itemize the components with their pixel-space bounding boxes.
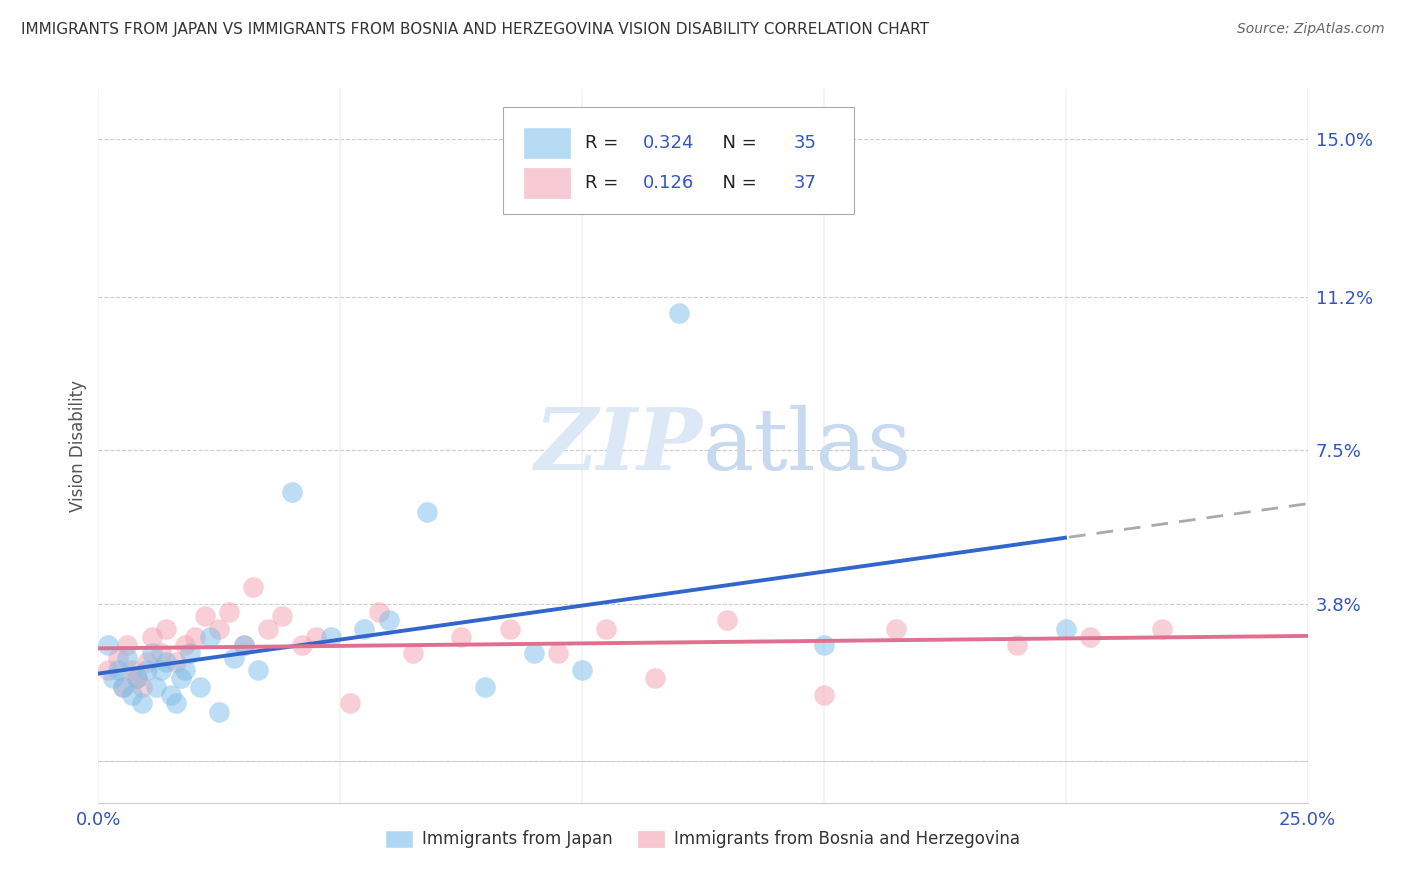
FancyBboxPatch shape — [524, 168, 569, 197]
Point — [271, 609, 294, 624]
Point — [1054, 622, 1077, 636]
Point — [121, 688, 143, 702]
Point — [97, 638, 120, 652]
Point — [188, 680, 211, 694]
Point — [222, 650, 245, 665]
Point — [353, 622, 375, 636]
Point — [165, 696, 187, 710]
Point — [179, 647, 201, 661]
Point — [135, 655, 157, 669]
Point — [174, 638, 197, 652]
Point — [208, 622, 231, 636]
Point — [121, 663, 143, 677]
Point — [184, 630, 207, 644]
Point — [165, 655, 187, 669]
Point — [256, 622, 278, 636]
Point — [339, 696, 361, 710]
Text: N =: N = — [711, 174, 763, 192]
Point — [101, 671, 124, 685]
Point — [290, 638, 312, 652]
Point — [107, 663, 129, 677]
Point — [281, 484, 304, 499]
Text: 37: 37 — [793, 174, 817, 192]
Y-axis label: Vision Disability: Vision Disability — [69, 380, 87, 512]
Point — [368, 605, 391, 619]
Point — [813, 688, 835, 702]
Point — [150, 663, 173, 677]
Point — [111, 680, 134, 694]
Point — [169, 671, 191, 685]
Point — [208, 705, 231, 719]
Point — [145, 680, 167, 694]
Point — [1007, 638, 1029, 652]
Point — [474, 680, 496, 694]
Text: IMMIGRANTS FROM JAPAN VS IMMIGRANTS FROM BOSNIA AND HERZEGOVINA VISION DISABILIT: IMMIGRANTS FROM JAPAN VS IMMIGRANTS FROM… — [21, 22, 929, 37]
Point — [571, 663, 593, 677]
Point — [1152, 622, 1174, 636]
Point — [141, 630, 163, 644]
Point — [131, 680, 153, 694]
Point — [813, 638, 835, 652]
Point — [141, 647, 163, 661]
Point — [450, 630, 472, 644]
Point — [242, 580, 264, 594]
Point — [117, 638, 139, 652]
Point — [523, 647, 546, 661]
Point — [1078, 630, 1101, 644]
Text: 35: 35 — [793, 134, 817, 152]
Text: 0.324: 0.324 — [643, 134, 695, 152]
Point — [160, 688, 183, 702]
Point — [247, 663, 270, 677]
Point — [155, 622, 177, 636]
Point — [498, 622, 520, 636]
Point — [716, 613, 738, 627]
Text: Source: ZipAtlas.com: Source: ZipAtlas.com — [1237, 22, 1385, 37]
Point — [117, 650, 139, 665]
Text: R =: R = — [585, 174, 623, 192]
Text: 0.126: 0.126 — [643, 174, 693, 192]
Point — [218, 605, 240, 619]
Point — [127, 671, 149, 685]
Point — [402, 647, 425, 661]
Point — [131, 696, 153, 710]
Point — [97, 663, 120, 677]
Point — [194, 609, 217, 624]
FancyBboxPatch shape — [503, 107, 855, 214]
Legend: Immigrants from Japan, Immigrants from Bosnia and Herzegovina: Immigrants from Japan, Immigrants from B… — [378, 824, 1028, 855]
Text: ZIP: ZIP — [536, 404, 703, 488]
Text: N =: N = — [711, 134, 763, 152]
Point — [150, 647, 173, 661]
Point — [547, 647, 569, 661]
FancyBboxPatch shape — [524, 128, 569, 158]
Point — [174, 663, 197, 677]
Point — [232, 638, 254, 652]
Text: R =: R = — [585, 134, 623, 152]
Point — [668, 306, 690, 320]
Text: atlas: atlas — [703, 404, 912, 488]
Point — [135, 663, 157, 677]
Point — [595, 622, 617, 636]
Point — [198, 630, 221, 644]
Point — [107, 650, 129, 665]
Point — [127, 671, 149, 685]
Point — [319, 630, 342, 644]
Point — [155, 655, 177, 669]
Point — [644, 671, 666, 685]
Point — [416, 505, 439, 519]
Point — [377, 613, 399, 627]
Point — [305, 630, 328, 644]
Point — [111, 680, 134, 694]
Point — [232, 638, 254, 652]
Point — [886, 622, 908, 636]
